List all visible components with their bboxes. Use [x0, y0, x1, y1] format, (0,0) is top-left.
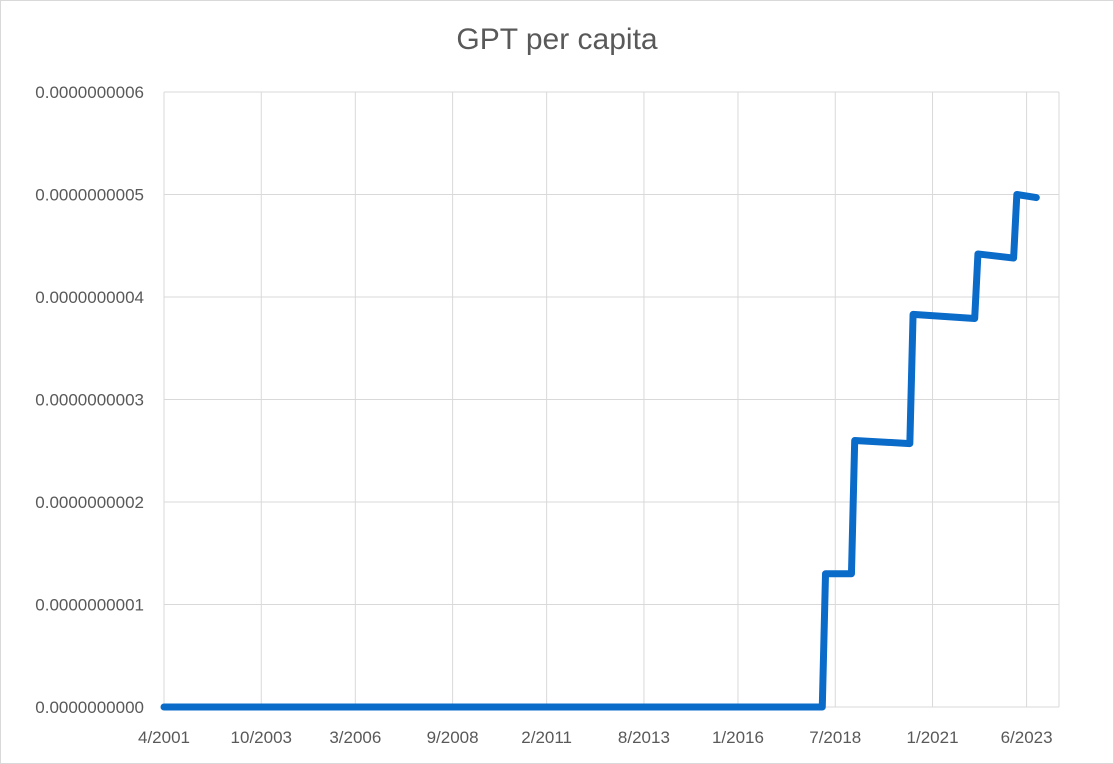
series-line	[160, 191, 1040, 711]
x-tick-label: 9/2008	[427, 728, 479, 747]
x-tick-label: 3/2006	[329, 728, 381, 747]
x-tick-label: 8/2013	[618, 728, 670, 747]
x-tick-label: 2/2011	[521, 728, 572, 747]
y-tick-label: 0.0000000003	[35, 391, 144, 410]
y-tick-label: 0.0000000004	[35, 288, 144, 307]
y-tick-label: 0.0000000006	[35, 83, 144, 102]
chart-title: GPT per capita	[456, 23, 658, 56]
x-tick-label: 4/2001	[138, 728, 190, 747]
y-tick-label: 0.0000000002	[35, 493, 144, 512]
y-tick-label: 0.0000000005	[35, 186, 144, 205]
x-tick-label: 10/2003	[231, 728, 292, 747]
x-tick-label: 7/2018	[809, 728, 861, 747]
x-tick-label: 1/2021	[907, 728, 959, 747]
y-tick-label: 0.0000000001	[35, 596, 144, 615]
x-tick-label: 1/2016	[712, 728, 764, 747]
y-tick-label: 0.0000000000	[35, 698, 144, 717]
x-tick-label: 6/2023	[1001, 728, 1053, 747]
